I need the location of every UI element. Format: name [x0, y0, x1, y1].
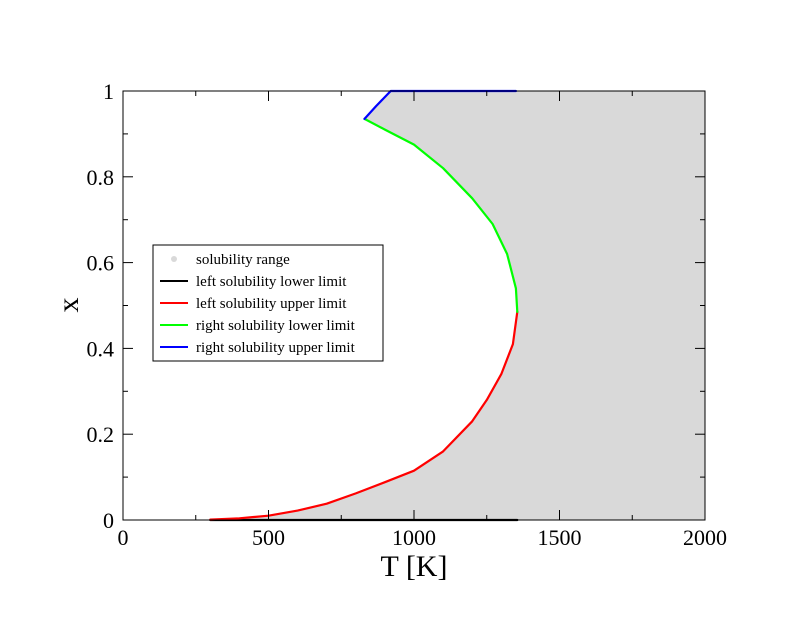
series-left-solubility-upper-limit: [209, 310, 519, 521]
legend-marker-solubility-range: [171, 256, 177, 262]
x-tick-label-2000: 2000: [683, 525, 727, 550]
tick-label-layer: 0 500 1000 1500 2000 0 0.2 0.4 0.6 0.8 1: [87, 79, 728, 550]
legend-label-solubility-range: solubility range: [196, 252, 290, 268]
legend: solubility range left solubility lower l…: [152, 244, 384, 362]
legend-box: [152, 244, 384, 362]
x-tick-label-500: 500: [252, 525, 285, 550]
legend-label-left-lower: left solubility lower limit: [196, 274, 347, 290]
legend-label-right-upper: right solubility upper limit: [196, 340, 356, 356]
x-tick-label-0: 0: [118, 525, 129, 550]
legend-label-right-lower: right solubility lower limit: [196, 318, 356, 334]
x-tick-label-1500: 1500: [538, 525, 582, 550]
series-right-solubility-lower-limit: [363, 117, 519, 313]
y-tick-label-0-4: 0.4: [87, 336, 115, 361]
series-solubility-range: [210, 91, 706, 520]
x-tick-label-1000: 1000: [392, 525, 436, 550]
y-axis-title: x: [52, 298, 85, 313]
y-tick-label-0-8: 0.8: [87, 165, 115, 190]
tick-layer: [122, 90, 706, 521]
legend-label-left-upper: left solubility upper limit: [196, 296, 347, 312]
y-tick-label-0-6: 0.6: [87, 251, 115, 276]
y-tick-label-1: 1: [103, 79, 114, 104]
y-tick-label-0-2: 0.2: [87, 422, 115, 447]
x-axis-title: T [K]: [381, 550, 448, 583]
y-tick-label-0: 0: [103, 508, 114, 533]
region-layer: [210, 91, 706, 520]
